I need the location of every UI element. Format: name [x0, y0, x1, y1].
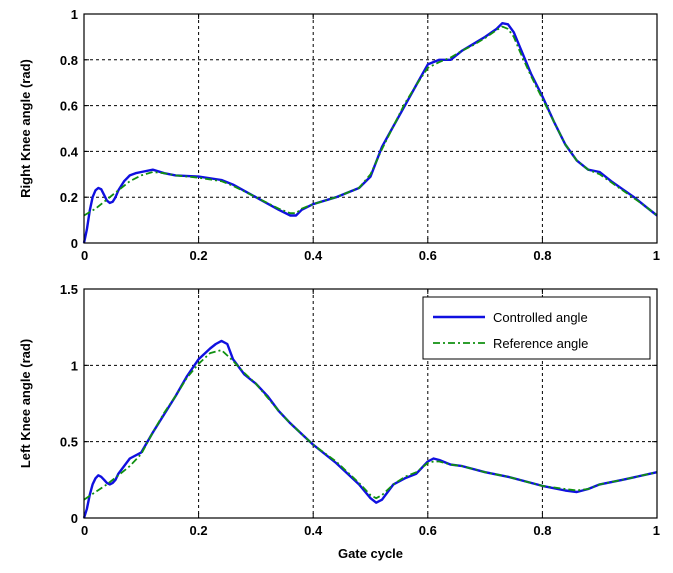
- y-tick-label: 0.5: [60, 435, 78, 450]
- x-tick-label: 0.6: [419, 523, 437, 538]
- axes-frame: [83, 288, 658, 519]
- x-tick-label: 0.6: [419, 248, 437, 263]
- y-tick-label: 0: [71, 236, 78, 251]
- y-axis-label: Right Knee angle (rad): [18, 59, 33, 198]
- legend-label-reference: Reference angle: [493, 336, 588, 351]
- chart-panel-2: 0 0.2 0.4 0.6 0.8 1 0 0.5 1 1.5 Left Knee angle (r…: [18, 282, 660, 561]
- x-tick-label: 0.2: [190, 523, 208, 538]
- y-tick-label: 0.6: [60, 99, 78, 114]
- legend: Controlled angle Reference angle: [422, 296, 651, 360]
- legend-label-controlled: Controlled angle: [493, 310, 588, 325]
- y-tick-label: 0: [71, 511, 78, 526]
- y-tick-label: 0.2: [60, 190, 78, 205]
- x-tick-label: 1: [653, 523, 660, 538]
- x-tick-label: 0: [81, 523, 88, 538]
- x-tick-label: 0.8: [533, 248, 551, 263]
- legend-box: [422, 296, 651, 360]
- series-line-reference: [83, 349, 658, 501]
- x-tick-label: 1: [653, 248, 660, 263]
- axes-frame: [83, 13, 658, 244]
- x-axis-label: Gate cycle: [338, 546, 403, 561]
- series-line-reference: [83, 25, 658, 217]
- x-tick-label: 0.4: [304, 248, 323, 263]
- y-tick-label: 1: [71, 358, 78, 373]
- x-tick-label: 0.4: [304, 523, 323, 538]
- x-tick-label: 0.8: [533, 523, 551, 538]
- y-tick-label: 0.4: [60, 144, 79, 159]
- chart-panel-1: 0 0.2 0.4 0.6 0.8 1 0 0.2 0.4 0.6 0.8 1 Right Knee a…: [18, 7, 660, 263]
- y-tick-label: 1.5: [60, 282, 78, 297]
- x-tick-label: 0.2: [190, 248, 208, 263]
- x-tick-label: 0: [81, 248, 88, 263]
- y-axis-label: Left Knee angle (rad): [18, 339, 33, 468]
- plot-area: [84, 14, 657, 243]
- y-tick-label: 0.8: [60, 53, 78, 68]
- y-tick-label: 1: [71, 7, 78, 22]
